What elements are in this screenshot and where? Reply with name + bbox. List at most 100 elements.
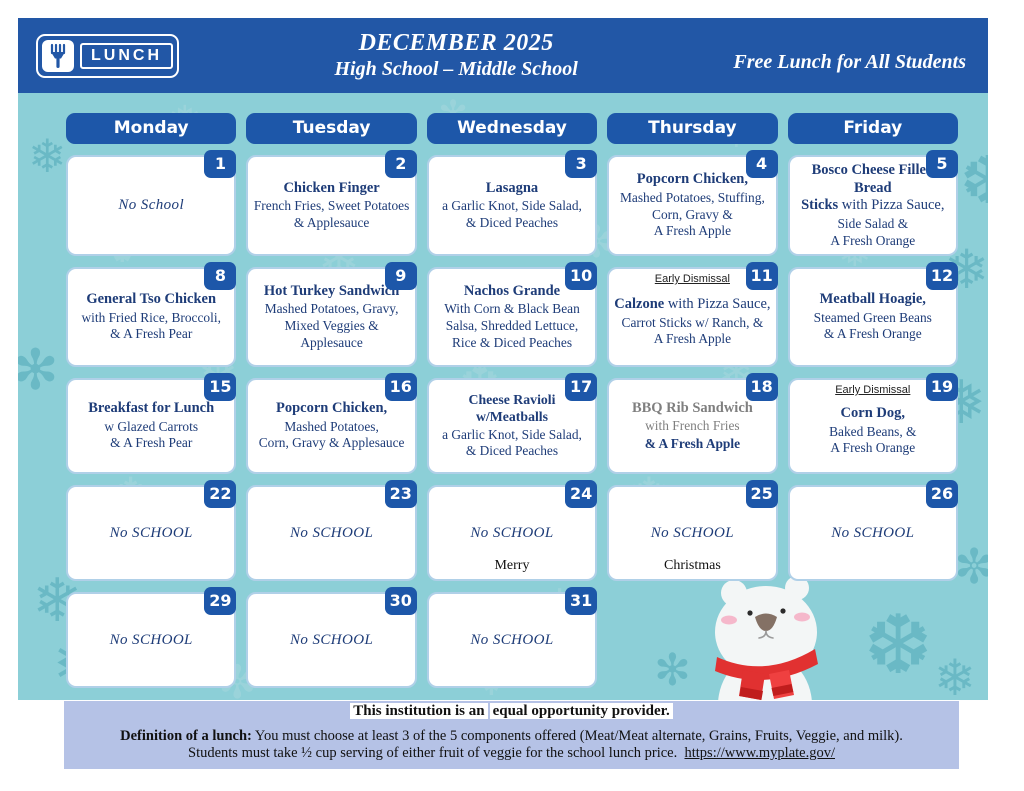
header-titles: DECEMBER 2025 High School – Middle Schoo… bbox=[179, 30, 733, 81]
definition-line2: Students must take ½ cup serving of eith… bbox=[188, 745, 685, 761]
day-cell-25: 25 No SCHOOL Christmas bbox=[607, 480, 778, 581]
day-cell-4: 4 Popcorn Chicken, Mashed Potatoes, Stuf… bbox=[607, 150, 778, 256]
menu-body: French Fries, Sweet Potatoes & Applesauc… bbox=[253, 198, 410, 230]
equal-opportunity-line: This institution is an equal opportunity … bbox=[64, 702, 959, 720]
provider-text-2: equal opportunity provider. bbox=[489, 703, 673, 719]
date-badge: 11 bbox=[745, 262, 778, 290]
day-cell-19: Early Dismissal 19 Corn Dog, Baked Beans… bbox=[787, 373, 958, 474]
menu-title: Lasagna bbox=[485, 179, 539, 196]
snowflake-icon: ✻ bbox=[18, 338, 59, 403]
early-dismissal-label: Early Dismissal bbox=[654, 273, 730, 285]
myplate-link[interactable]: https://www.myplate.gov/ bbox=[684, 745, 836, 761]
no-school-label: No SCHOOL bbox=[831, 524, 915, 541]
early-dismissal-label: Early Dismissal bbox=[835, 384, 911, 396]
footer-band: This institution is an equal opportunity … bbox=[64, 701, 959, 769]
date-badge: 15 bbox=[204, 373, 237, 401]
day-cell-11: Early Dismissal 11 Calzone with Pizza Sa… bbox=[607, 262, 778, 367]
menu-title: Popcorn Chicken, bbox=[276, 400, 388, 417]
menu-body: Mashed Potatoes, Corn, Gravy & Applesauc… bbox=[258, 418, 405, 451]
logo-label: LUNCH bbox=[80, 42, 173, 69]
day-cell-30: 30 No SCHOOL bbox=[246, 587, 417, 688]
menu-body: & A Fresh Apple bbox=[644, 435, 741, 451]
snowflake-icon: ❄ bbox=[28, 129, 67, 183]
day-cell-3: 3 Lasagna a Garlic Knot, Side Salad, & D… bbox=[426, 150, 598, 256]
date-badge: 12 bbox=[925, 262, 958, 290]
day-header-wednesday: Wednesday bbox=[426, 113, 598, 144]
date-badge: 18 bbox=[745, 373, 778, 401]
date-badge: 26 bbox=[925, 480, 958, 508]
provider-text-1: This institution is an bbox=[350, 703, 488, 719]
day-cell-2: 2 Chicken Finger French Fries, Sweet Pot… bbox=[246, 150, 417, 256]
date-badge: 25 bbox=[745, 480, 778, 508]
date-badge: 30 bbox=[384, 587, 417, 615]
no-school-label: No SCHOOL bbox=[109, 524, 193, 541]
snowflake-icon: ✼ bbox=[954, 539, 988, 595]
no-school-label: No SCHOOL bbox=[289, 524, 374, 541]
date-badge: 4 bbox=[745, 150, 778, 178]
menu-title-line2: Sticks with Pizza Sauce, bbox=[795, 197, 951, 215]
day-cell-23: 23 No SCHOOL bbox=[246, 480, 417, 581]
day-cell-17: 17 Cheese Ravioli w/Meatballs a Garlic K… bbox=[426, 373, 598, 474]
date-badge: 10 bbox=[565, 262, 598, 290]
menu-title-rest: with Pizza Sauce, bbox=[838, 197, 945, 214]
menu-title: General Tso Chicken bbox=[86, 291, 217, 308]
menu-body: With Corn & Black Bean Salsa, Shredded L… bbox=[444, 301, 580, 350]
day-header-friday: Friday bbox=[787, 113, 958, 144]
menu-title: Cheese Ravioli w/Meatballs bbox=[468, 392, 556, 424]
day-cell-8: 8 General Tso Chicken with Fried Rice, B… bbox=[66, 262, 237, 367]
menu-body: with Fried Rice, Broccoli, & A Fresh Pea… bbox=[81, 309, 221, 342]
definition-text: You must choose at least 3 of the 5 comp… bbox=[251, 728, 903, 744]
day-cell-26: 26 No SCHOOL bbox=[787, 480, 958, 581]
menu-body: Baked Beans, & A Fresh Orange bbox=[829, 423, 917, 456]
definition-label: Definition of a lunch: bbox=[120, 728, 252, 744]
date-badge: 17 bbox=[565, 373, 598, 401]
menu-title: Popcorn Chicken, bbox=[636, 171, 748, 188]
menu-body: Side Salad & A Fresh Orange bbox=[830, 215, 916, 248]
date-badge: 29 bbox=[204, 587, 237, 615]
lunch-logo: LUNCH bbox=[36, 33, 179, 78]
menu-body: a Garlic Knot, Side Salad, & Diced Peach… bbox=[442, 198, 582, 230]
menu-title-bold: Calzone bbox=[614, 296, 665, 313]
page-title: DECEMBER 2025 bbox=[358, 30, 554, 57]
merry-caption: Merry bbox=[494, 558, 530, 573]
calendar-grid: Monday Tuesday Wednesday Thursday Friday… bbox=[66, 113, 958, 688]
menu-title: Corn Dog, bbox=[840, 405, 905, 422]
no-school-label: No SCHOOL bbox=[289, 631, 374, 648]
date-badge: 5 bbox=[925, 150, 958, 178]
no-school-label: No SCHOOL bbox=[470, 524, 554, 541]
menu-title-bold: Sticks bbox=[801, 197, 839, 214]
menu-title: Bosco Cheese Filled Bread bbox=[811, 161, 934, 196]
menu-body-gray: with French Fries bbox=[645, 418, 740, 434]
day-cell-24: 24 No SCHOOL Merry bbox=[426, 480, 598, 581]
date-badge: 24 bbox=[565, 480, 598, 508]
date-badge: 19 bbox=[925, 373, 958, 401]
date-badge: 3 bbox=[565, 150, 598, 178]
no-school-label: No School bbox=[118, 197, 185, 213]
menu-title-rest: with Pizza Sauce, bbox=[664, 296, 771, 313]
menu-body: Carrot Sticks w/ Ranch, & A Fresh Apple bbox=[621, 314, 764, 347]
day-cell-1: 1 No School bbox=[66, 150, 237, 256]
day-cell-5: 5 Bosco Cheese Filled Bread Sticks with … bbox=[787, 150, 958, 256]
day-cell-12: 12 Meatball Hoagie, Steamed Green Beans … bbox=[787, 262, 958, 367]
day-header-tuesday: Tuesday bbox=[246, 113, 417, 144]
date-badge: 9 bbox=[384, 262, 417, 290]
menu-body: a Garlic Knot, Side Salad, & Diced Peach… bbox=[442, 426, 582, 459]
menu-title: Nachos Grande bbox=[463, 282, 561, 299]
menu-title: Meatball Hoagie, bbox=[819, 291, 926, 308]
no-school-label: No SCHOOL bbox=[650, 524, 734, 541]
christmas-caption: Christmas bbox=[664, 558, 721, 573]
fork-icon bbox=[42, 39, 74, 72]
day-cell-31: 31 No SCHOOL bbox=[426, 587, 598, 688]
date-badge: 23 bbox=[384, 480, 417, 508]
menu-title: Hot Turkey Sandwich bbox=[263, 282, 400, 299]
date-badge: 22 bbox=[204, 480, 237, 508]
polar-bear-illustration bbox=[715, 577, 818, 700]
page-subtitle: High School – Middle School bbox=[334, 57, 578, 80]
date-badge: 8 bbox=[204, 262, 237, 290]
date-badge: 31 bbox=[565, 587, 598, 615]
date-badge: 2 bbox=[384, 150, 417, 178]
date-badge: 16 bbox=[384, 373, 417, 401]
menu-title: Chicken Finger bbox=[283, 179, 380, 196]
snowflake-icon: ❆ bbox=[960, 142, 988, 219]
day-cell-22: 22 No SCHOOL bbox=[66, 480, 237, 581]
